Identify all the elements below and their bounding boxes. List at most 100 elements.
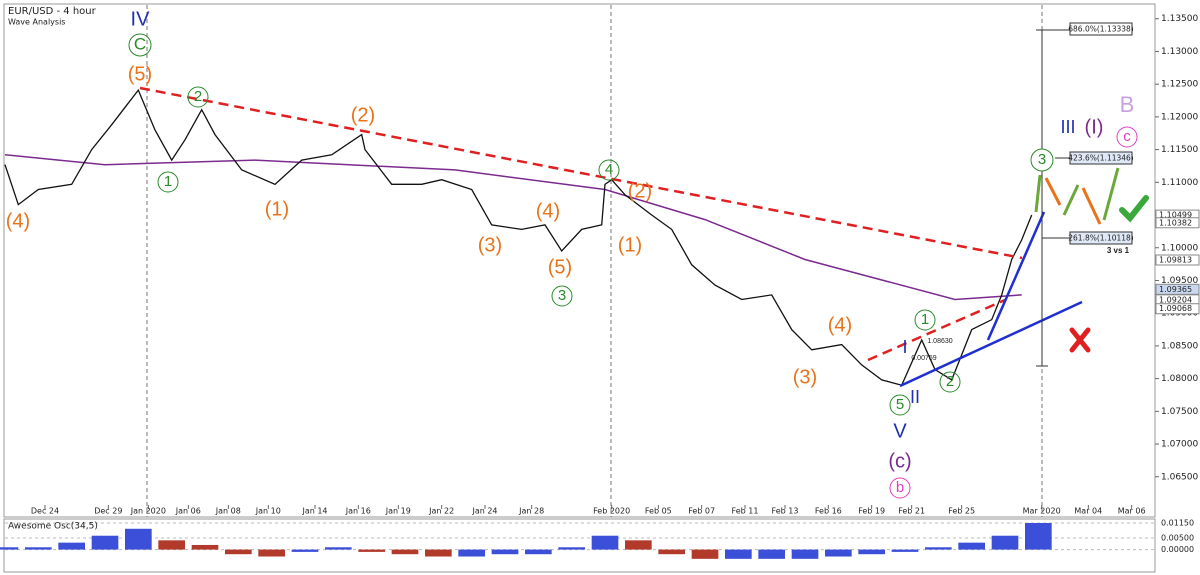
osc-bar <box>191 544 219 550</box>
wave-label: I <box>902 337 907 357</box>
trendline <box>139 86 1023 260</box>
y-tick-label: 1.13000 <box>1161 47 1198 57</box>
wave-circle <box>187 86 209 108</box>
osc-bar <box>858 549 885 555</box>
osc-bar <box>325 547 352 550</box>
y-tick-label: 1.11000 <box>1161 178 1198 188</box>
price-tag-label: 1.09813 <box>1159 255 1192 264</box>
price-tag <box>1155 254 1200 266</box>
wave-label: c <box>1123 128 1131 145</box>
note: 3 vs 1 <box>1107 246 1130 255</box>
wave-circle <box>889 477 911 499</box>
y-tick-label: 1.12500 <box>1161 80 1198 90</box>
wave-circle <box>598 159 620 181</box>
osc-bar <box>525 549 552 555</box>
osc-tick-label: 0.01150 <box>1161 519 1194 528</box>
osc-bar <box>91 535 119 550</box>
osc-bar <box>358 549 385 552</box>
x-tick-label: Jan 2020 <box>130 507 166 516</box>
wave-label: (c) <box>888 450 911 472</box>
wave-label: (2) <box>351 104 375 126</box>
y-tick-label: 1.07500 <box>1161 407 1198 417</box>
x-tick-label: Jan 19 <box>385 507 411 516</box>
projection-down <box>1044 177 1062 206</box>
osc-bar <box>625 540 652 550</box>
osc-bar <box>458 549 485 557</box>
wave-label: II <box>910 387 920 407</box>
y-tick-label: 1.13500 <box>1161 14 1198 24</box>
x-mark <box>1069 327 1091 353</box>
osc-title: Awesome Osc(34,5) <box>8 522 98 532</box>
wave-label: (4) <box>6 210 30 232</box>
osc-bar <box>991 535 1019 550</box>
price-tag <box>1155 217 1200 229</box>
wave-labels: IV C (5) (4) 2 1 (2) (1) (3) (4) (5) 3 4… <box>6 8 1138 499</box>
osc-bar <box>891 549 919 552</box>
check-mark <box>1119 195 1149 223</box>
wave-label: 3 <box>1038 151 1046 168</box>
drawings <box>139 29 1149 388</box>
wave-label: 5 <box>896 396 904 413</box>
osc-bar <box>925 547 952 550</box>
wave-circle <box>1030 148 1054 172</box>
wave-label: (I) <box>1085 116 1104 138</box>
projection-up <box>1034 174 1042 213</box>
wave-label: (4) <box>536 200 560 222</box>
osc-tick-label: 0.00000 <box>1161 545 1194 554</box>
chart-title: EUR/USD - 4 hour <box>8 6 97 17</box>
wave-circle <box>889 394 911 416</box>
x-tick-label: Jan 10 <box>255 507 281 516</box>
fib-label: 686.0%(1.13338) <box>1068 25 1134 34</box>
x-tick-label: Dec 24 <box>31 507 59 516</box>
y-tick-label: 1.11500 <box>1161 145 1198 155</box>
wave-label: (3) <box>793 366 817 388</box>
x-tick-label: Feb 07 <box>688 507 715 516</box>
note: 1.08630 <box>927 338 952 345</box>
wave-label: 2 <box>194 88 202 105</box>
wave-label: (3) <box>478 234 502 256</box>
price-tag-label: 1.09204 <box>1159 295 1192 304</box>
fib-label: 423.6%(1.11346) <box>1068 154 1134 163</box>
osc-bar <box>158 540 185 550</box>
wave-label: (5) <box>548 256 572 278</box>
main-panel <box>3 3 1156 518</box>
osc-bar <box>591 535 619 550</box>
osc-bar <box>291 549 319 552</box>
fib-box <box>1069 231 1133 245</box>
wave-label: (5) <box>128 63 152 85</box>
grid: 1.06500 1.07000 1.07500 1.08000 1.08500 1.090… <box>5 14 1198 554</box>
x-tick-label: Mar 04 <box>1074 507 1102 516</box>
y-tick-label: 1.08000 <box>1161 374 1198 384</box>
price-tag-label: 1.09365 <box>1159 285 1192 294</box>
wave-label: III <box>1060 117 1075 137</box>
osc-tick-label: 0.00500 <box>1161 534 1194 543</box>
x-tick-label: Jan 24 <box>471 507 497 516</box>
x-tick-label: Feb 11 <box>732 507 759 516</box>
osc-bar <box>258 549 285 557</box>
x-tick-label: Jan 14 <box>301 507 327 516</box>
x-tick-label: Mar 06 <box>1118 507 1146 516</box>
x-tick-label: Feb 19 <box>858 507 885 516</box>
y-tick-label: 1.08500 <box>1161 341 1198 351</box>
x-tick-label: Feb 16 <box>815 507 842 516</box>
price-tag <box>1155 283 1200 295</box>
osc-bar <box>25 547 52 550</box>
wave-label: 1 <box>921 311 929 328</box>
osc-bar <box>1025 523 1052 550</box>
projection-up <box>1102 167 1120 221</box>
wave-label: IV <box>131 8 151 30</box>
wave-circle <box>914 309 936 331</box>
fib-labels: 686.0%(1.13338) 423.6%(1.11346) 261.8%(1… <box>1068 22 1134 245</box>
projection <box>1034 167 1120 225</box>
x-tick-label: Jan 06 <box>175 507 201 516</box>
fib-box <box>1069 22 1133 36</box>
wave-circle <box>1116 126 1138 148</box>
wave-label: 1 <box>164 173 172 190</box>
x-tick-label: Jan 16 <box>345 507 371 516</box>
projection-up <box>1062 184 1080 216</box>
osc-bar <box>558 547 585 550</box>
wave-label: (1) <box>618 234 642 256</box>
chart-subtitle: Wave Analysis <box>8 18 65 27</box>
